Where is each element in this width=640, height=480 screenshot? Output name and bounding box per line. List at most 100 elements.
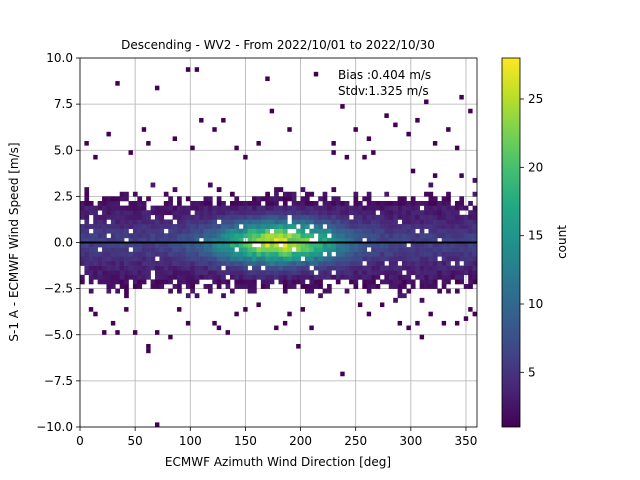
- heatmap-cell: [349, 233, 354, 239]
- heatmap-cell: [379, 265, 385, 271]
- heatmap-cell: [322, 270, 328, 276]
- heatmap-cell: [340, 256, 345, 262]
- heatmap-cell: [163, 224, 169, 229]
- heatmap-cell: [278, 219, 284, 225]
- heatmap-cell: [419, 224, 425, 229]
- y-tick-label: 7.5: [54, 97, 73, 111]
- heatmap-cell: [159, 205, 165, 211]
- heatmap-cell: [247, 200, 253, 206]
- heatmap-cell: [84, 187, 90, 193]
- heatmap-cell: [124, 205, 129, 211]
- heatmap-cell: [384, 270, 390, 276]
- heatmap-cell: [291, 274, 297, 280]
- heatmap-cell: [406, 325, 411, 331]
- heatmap-cell: [393, 233, 398, 239]
- heatmap-cell: [371, 205, 376, 211]
- heatmap-cell: [185, 233, 191, 239]
- heatmap-cell: [472, 279, 478, 285]
- x-tick-label: 100: [179, 434, 202, 448]
- heatmap-cell: [432, 224, 438, 229]
- heatmap-cell: [106, 224, 112, 229]
- heatmap-cell: [221, 117, 226, 123]
- heatmap-cell: [110, 265, 116, 271]
- heatmap-cell: [190, 200, 195, 206]
- heatmap-cell: [282, 256, 288, 262]
- heatmap-cell: [141, 265, 147, 271]
- heatmap-cell: [124, 260, 129, 266]
- heatmap-cell: [124, 270, 129, 276]
- heatmap-cell: [229, 247, 235, 253]
- heatmap-cell: [274, 325, 279, 331]
- heatmap-cell: [406, 274, 412, 280]
- heatmap-cell: [106, 228, 112, 234]
- heatmap-cell: [415, 233, 420, 239]
- heatmap-cell: [168, 224, 173, 229]
- heatmap-cell: [327, 265, 332, 271]
- heatmap-cell: [212, 224, 218, 229]
- heatmap-cell: [331, 256, 337, 262]
- heatmap-cell: [366, 265, 372, 271]
- heatmap-cell: [274, 247, 279, 253]
- heatmap-cell: [203, 214, 209, 220]
- heatmap-cell: [424, 219, 429, 225]
- heatmap-cell: [172, 247, 178, 253]
- heatmap-cell: [185, 214, 191, 220]
- heatmap-cell: [84, 251, 90, 257]
- heatmap-cell: [397, 279, 403, 285]
- heatmap-cells: [80, 67, 478, 427]
- heatmap-cell: [322, 247, 328, 253]
- heatmap-cell: [177, 224, 182, 229]
- heatmap-cell: [102, 205, 107, 211]
- heatmap-cell: [287, 256, 293, 262]
- heatmap-cell: [274, 251, 279, 257]
- heatmap-cell: [154, 265, 160, 271]
- heatmap-cell: [379, 210, 385, 216]
- heatmap-cell: [265, 251, 270, 257]
- heatmap-cell: [234, 200, 240, 206]
- heatmap-cell: [340, 224, 345, 229]
- heatmap-cell: [300, 196, 306, 202]
- heatmap-cell: [349, 228, 354, 234]
- heatmap-cell: [331, 224, 337, 229]
- heatmap-cell: [80, 279, 85, 285]
- heatmap-cell: [282, 270, 288, 276]
- heatmap-cell: [88, 237, 94, 243]
- heatmap-cell: [424, 237, 429, 243]
- heatmap-cell: [454, 320, 460, 326]
- heatmap-cell: [441, 320, 447, 326]
- heatmap-cell: [446, 219, 451, 225]
- heatmap-cell: [225, 237, 231, 243]
- heatmap-cell: [410, 210, 416, 216]
- heatmap-cell: [234, 145, 239, 151]
- heatmap-cell: [199, 219, 204, 225]
- heatmap-cell: [432, 141, 438, 146]
- heatmap-cell: [93, 265, 98, 271]
- heatmap-cell: [203, 224, 209, 229]
- heatmap-cell: [154, 330, 160, 335]
- heatmap-cell: [287, 265, 293, 271]
- heatmap-cell: [119, 196, 125, 202]
- heatmap-cell: [194, 247, 200, 253]
- heatmap-cell: [375, 251, 381, 257]
- heatmap-cell: [410, 214, 416, 220]
- heatmap-cell: [256, 274, 262, 280]
- heatmap-cell: [296, 205, 301, 211]
- heatmap-cell: [410, 242, 416, 248]
- heatmap-cell: [146, 224, 151, 229]
- heatmap-cell: [203, 219, 209, 225]
- heatmap-cell: [366, 191, 372, 197]
- heatmap-cell: [424, 274, 429, 280]
- heatmap-cell: [327, 224, 332, 229]
- heatmap-cell: [252, 237, 257, 243]
- heatmap-cell: [199, 224, 204, 229]
- heatmap-cell: [154, 242, 160, 248]
- heatmap-cell: [119, 210, 125, 216]
- heatmap-cell: [309, 247, 315, 253]
- heatmap-cell: [84, 256, 90, 262]
- heatmap-cell: [450, 237, 456, 243]
- heatmap-cell: [450, 224, 456, 229]
- heatmap-cell: [84, 242, 90, 248]
- heatmap-cell: [238, 270, 244, 276]
- heatmap-cell: [459, 94, 464, 100]
- heatmap-cell: [119, 260, 125, 266]
